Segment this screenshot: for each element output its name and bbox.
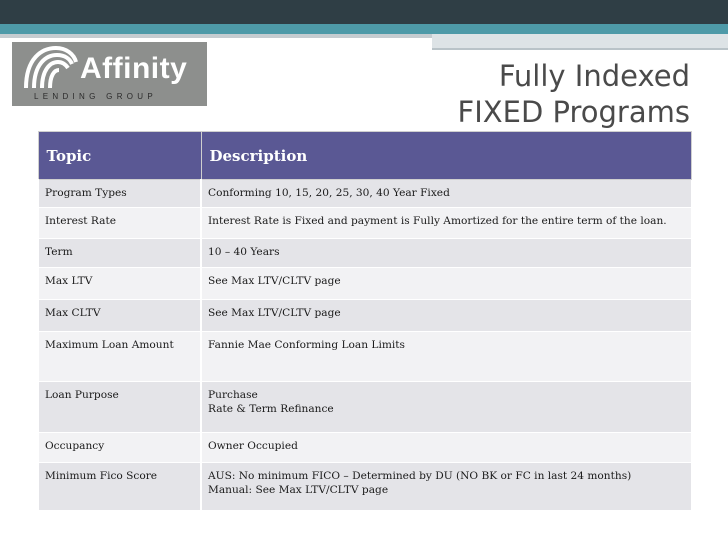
description-line: Fannie Mae Conforming Loan Limits: [208, 339, 405, 351]
top-band-teal: [0, 24, 728, 34]
company-logo: Affinity LENDING GROUP: [12, 42, 207, 106]
cell-topic: Term: [37, 238, 202, 268]
cell-description: Conforming 10, 15, 20, 25, 30, 40 Year F…: [200, 179, 692, 208]
cell-topic: Interest Rate: [37, 207, 202, 239]
cell-topic: Loan Purpose: [37, 381, 202, 433]
cell-topic: Max CLTV: [37, 299, 202, 332]
description-line: Conforming 10, 15, 20, 25, 30, 40 Year F…: [208, 187, 450, 199]
title-line-2: FIXED Programs: [457, 95, 690, 129]
description-line: 10 – 40 Years: [208, 246, 280, 258]
cell-topic: Program Types: [37, 179, 202, 208]
description-line: Rate & Term Refinance: [208, 403, 334, 415]
cell-description: See Max LTV/CLTV page: [200, 267, 692, 300]
logo-name: Affinity: [80, 52, 188, 85]
cell-description: Owner Occupied: [200, 432, 692, 463]
cell-description: Fannie Mae Conforming Loan Limits: [200, 331, 692, 382]
table-row: Loan Purpose Purchase Rate & Term Refinanc…: [37, 381, 692, 433]
cell-description: Purchase Rate & Term Refinance: [200, 381, 692, 433]
cell-description: AUS: No minimum FICO – Determined by DU …: [200, 462, 692, 511]
title-accent-line: [432, 48, 728, 50]
cell-topic: Occupancy: [37, 432, 202, 463]
table-header-row: Topic Description: [37, 131, 692, 180]
description-line: Owner Occupied: [208, 440, 298, 452]
logo-arch-icon: [24, 45, 78, 89]
logo-tagline: LENDING GROUP: [34, 92, 158, 101]
table-row: Max LTV See Max LTV/CLTV page: [37, 267, 692, 300]
table-row: Occupancy Owner Occupied: [37, 432, 692, 463]
table-row: Minimum Fico Score AUS: No minimum FICO –…: [37, 462, 692, 511]
title-accent-box: [432, 34, 728, 48]
description-line: Manual: See Max LTV/CLTV page: [208, 484, 389, 496]
cell-description: Interest Rate is Fixed and payment is Fu…: [200, 207, 692, 239]
program-table: Topic Description Program Types Conformin…: [37, 131, 692, 511]
description-line: See Max LTV/CLTV page: [208, 275, 341, 287]
cell-topic: Maximum Loan Amount: [37, 331, 202, 382]
description-line: Interest Rate is Fixed and payment is Fu…: [208, 215, 667, 227]
table-row: Term 10 – 40 Years: [37, 238, 692, 268]
table-row: Max CLTV See Max LTV/CLTV page: [37, 299, 692, 332]
cell-description: 10 – 40 Years: [200, 238, 692, 268]
top-band-gray: [0, 34, 728, 38]
cell-topic: Max LTV: [37, 267, 202, 300]
description-line: Purchase: [208, 389, 258, 401]
header-topic: Topic: [37, 131, 202, 180]
table-row: Interest Rate Interest Rate is Fixed and …: [37, 207, 692, 239]
page-title: Fully Indexed FIXED Programs: [430, 58, 690, 130]
description-line: AUS: No minimum FICO – Determined by DU …: [208, 470, 632, 482]
header-description: Description: [200, 131, 692, 180]
cell-description: See Max LTV/CLTV page: [200, 299, 692, 332]
title-line-1: Fully Indexed: [498, 59, 690, 93]
table-row: Maximum Loan Amount Fannie Mae Conforming…: [37, 331, 692, 382]
table-row: Program Types Conforming 10, 15, 20, 25, …: [37, 179, 692, 208]
description-line: See Max LTV/CLTV page: [208, 307, 341, 319]
top-band-dark: [0, 0, 728, 24]
cell-topic: Minimum Fico Score: [37, 462, 202, 511]
